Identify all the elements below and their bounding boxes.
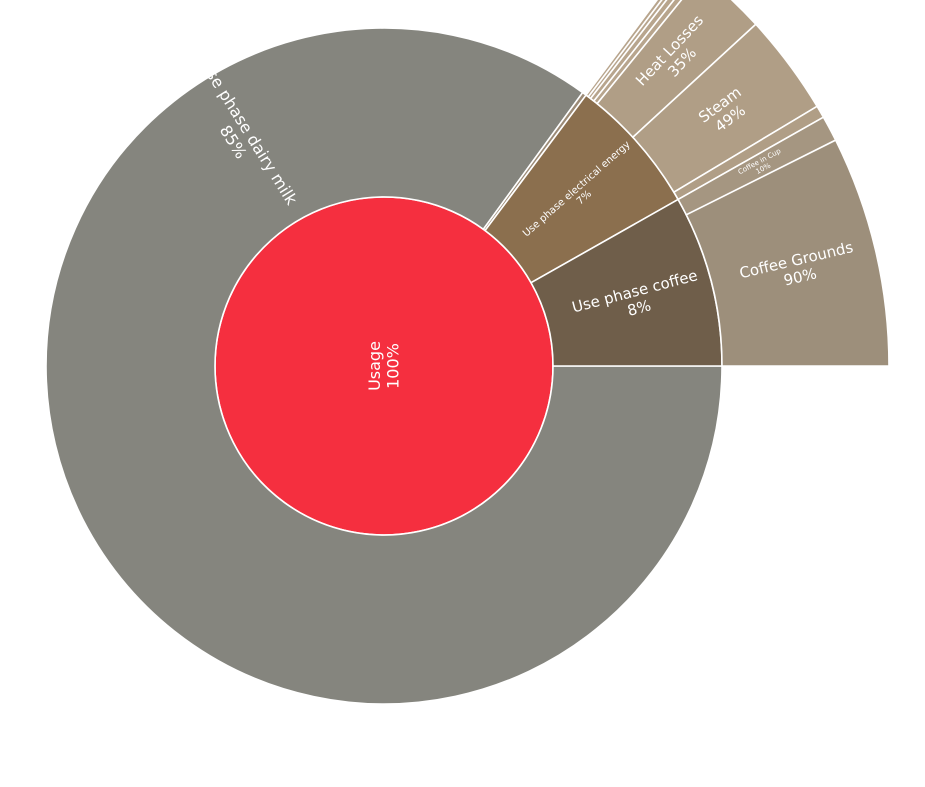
ring1-use-phase-dairy-milk — [45, 27, 723, 705]
center-label: Usage100% — [365, 341, 402, 391]
ring2-coffee-grounds — [685, 139, 890, 367]
sunburst-segments — [45, 0, 890, 705]
